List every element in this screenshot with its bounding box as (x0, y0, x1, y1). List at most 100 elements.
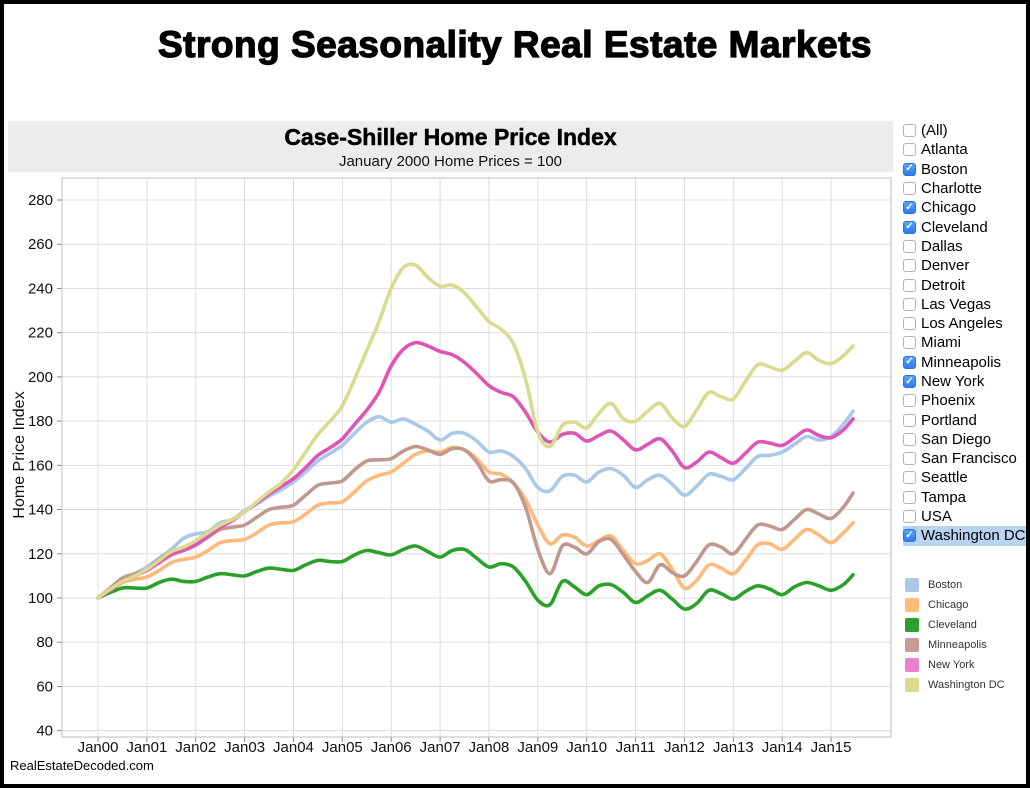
legend-label: Boston (928, 579, 963, 591)
x-tick-label: Jan05 (322, 739, 363, 756)
checkbox-checked-icon[interactable] (903, 162, 916, 176)
legend-swatch (905, 658, 919, 672)
checkbox-unchecked-icon[interactable] (903, 336, 916, 350)
chart-subtitle: January 2000 Home Prices = 100 (338, 153, 563, 170)
x-tick-label: Jan07 (420, 739, 461, 756)
filter-item-las-vegas[interactable]: Las Vegas (903, 295, 1026, 314)
checkbox-checked-icon[interactable] (903, 355, 916, 369)
filter-item-label: Detroit (921, 276, 966, 294)
x-tick-label: Jan10 (566, 739, 607, 756)
filter-item-chicago[interactable]: Chicago (903, 198, 1026, 217)
filter-item-atlanta[interactable]: Atlanta (903, 140, 1026, 159)
filter-item-san-francisco[interactable]: San Francisco (903, 449, 1026, 468)
filter-item-phoenix[interactable]: Phoenix (903, 391, 1026, 410)
legend-item-washington-dc[interactable]: Washington DC (905, 675, 1025, 695)
checkbox-unchecked-icon[interactable] (903, 182, 916, 196)
legend-item-boston[interactable]: Boston (905, 575, 1025, 595)
checkbox-checked-icon[interactable] (903, 201, 916, 215)
filter-item-label: San Diego (921, 430, 992, 448)
main-title: Strong Seasonality Real Estate Markets (157, 23, 873, 65)
legend-item-minneapolis[interactable]: Minneapolis (905, 635, 1025, 655)
checkbox-checked-icon[interactable] (903, 375, 916, 388)
legend-swatch (905, 638, 919, 652)
filter-item-label: Chicago (921, 199, 977, 217)
x-tick-label: Jan11 (616, 739, 656, 756)
checkbox-unchecked-icon[interactable] (903, 394, 916, 408)
y-tick-label: 160 (28, 457, 53, 474)
filter-item-all[interactable]: (All) (903, 121, 1026, 140)
legend-item-chicago[interactable]: Chicago (905, 595, 1025, 615)
checkbox-unchecked-icon[interactable] (903, 239, 916, 253)
plot-area[interactable] (61, 177, 892, 738)
filter-item-label: Seattle (921, 469, 968, 487)
legend-item-cleveland[interactable]: Cleveland (905, 615, 1025, 635)
y-tick-label: 180 (28, 413, 53, 430)
filter-item-label: Portland (921, 411, 977, 429)
filter-item-label: Los Angeles (921, 315, 1003, 333)
filter-item-label: Dallas (921, 237, 963, 255)
checkbox-unchecked-icon[interactable] (903, 413, 916, 427)
y-tick-label: 280 (28, 192, 53, 209)
checkbox-unchecked-icon[interactable] (903, 471, 916, 485)
filter-item-san-diego[interactable]: San Diego (903, 430, 1026, 449)
checkbox-unchecked-icon[interactable] (903, 452, 916, 466)
filter-item-label: Atlanta (921, 141, 968, 159)
filter-item-detroit[interactable]: Detroit (903, 275, 1026, 294)
x-tick-label: Jan04 (273, 739, 314, 756)
checkbox-unchecked-icon[interactable] (903, 143, 916, 157)
x-tick-label: Jan03 (224, 739, 265, 756)
legend-swatch (905, 578, 919, 592)
y-tick-label: 240 (28, 280, 53, 297)
filter-item-tampa[interactable]: Tampa (903, 488, 1026, 507)
checkbox-unchecked-icon[interactable] (903, 297, 916, 311)
y-tick-label: 140 (28, 502, 53, 519)
x-tick-label: Jan12 (664, 739, 705, 756)
checkbox-unchecked-icon[interactable] (903, 317, 916, 331)
checkbox-unchecked-icon[interactable] (903, 510, 916, 524)
checkbox-unchecked-icon[interactable] (903, 490, 916, 504)
x-tick-label: Jan00 (78, 739, 119, 756)
legend-label: Cleveland (928, 619, 977, 631)
filter-item-charlotte[interactable]: Charlotte (903, 179, 1026, 198)
legend-label: New York (928, 659, 975, 671)
filter-item-label: Minneapolis (921, 353, 1002, 371)
filter-item-cleveland[interactable]: Cleveland (903, 217, 1026, 236)
legend-swatch (905, 678, 919, 692)
filter-item-denver[interactable]: Denver (903, 256, 1026, 275)
filter-item-minneapolis[interactable]: Minneapolis (903, 353, 1026, 372)
y-axis-title: Home Price Index (11, 391, 28, 518)
filter-item-label: Cleveland (921, 218, 988, 236)
filter-item-los-angeles[interactable]: Los Angeles (903, 314, 1026, 333)
filter-item-label: Charlotte (921, 180, 982, 198)
filter-item-dallas[interactable]: Dallas (903, 237, 1026, 256)
legend-label: Washington DC (928, 679, 1005, 691)
checkbox-unchecked-icon[interactable] (903, 432, 916, 446)
y-tick-label: 80 (36, 634, 53, 651)
filter-item-portland[interactable]: Portland (903, 410, 1026, 429)
filter-item-label: Washington DC (921, 527, 1026, 545)
legend-item-new-york[interactable]: New York (905, 655, 1025, 675)
checkbox-unchecked-icon[interactable] (903, 259, 916, 273)
filter-item-label: San Francisco (921, 450, 1017, 468)
legend-label: Minneapolis (928, 639, 987, 651)
checkbox-checked-icon[interactable] (903, 529, 916, 543)
y-tick-label: 40 (36, 723, 53, 740)
filter-item-label: New York (921, 373, 985, 390)
filter-item-label: (All) (921, 122, 948, 140)
x-tick-label: Jan01 (126, 739, 167, 756)
filter-item-washington-dc[interactable]: Washington DC (903, 526, 1026, 546)
color-legend: Boston Chicago Cleveland Minneapolis New Yor… (905, 575, 1025, 695)
checkbox-unchecked-icon[interactable] (903, 278, 916, 292)
checkbox-unchecked-icon[interactable] (903, 124, 916, 138)
filter-item-label: Las Vegas (921, 295, 992, 313)
filter-item-boston[interactable]: Boston (903, 160, 1026, 179)
filter-item-miami[interactable]: Miami (903, 333, 1026, 352)
filter-item-usa[interactable]: USA (903, 507, 1026, 526)
x-tick-label: Jan14 (762, 739, 803, 756)
filter-item-new-york[interactable]: New York (903, 372, 1026, 391)
x-tick-label: Jan13 (713, 739, 754, 756)
series-line-chicago (96, 445, 855, 600)
y-tick-label: 200 (28, 369, 53, 386)
filter-item-seattle[interactable]: Seattle (903, 468, 1026, 487)
checkbox-checked-icon[interactable] (903, 220, 916, 234)
